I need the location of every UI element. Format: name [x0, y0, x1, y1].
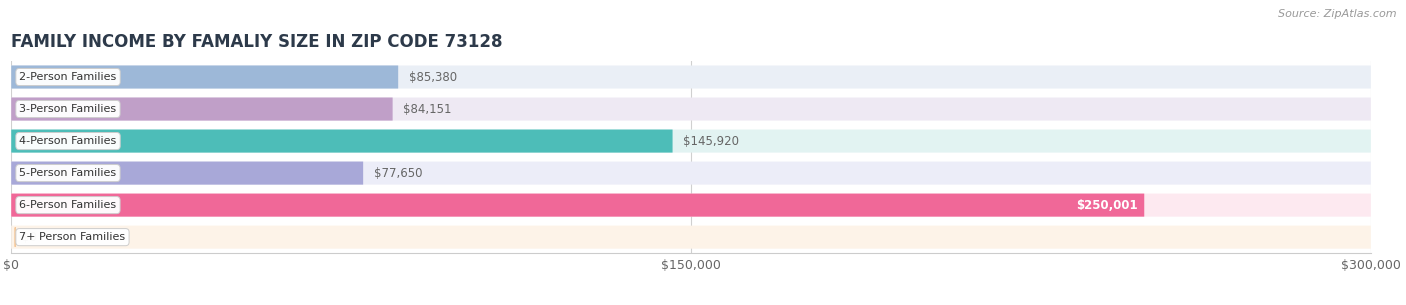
Text: FAMILY INCOME BY FAMALIY SIZE IN ZIP CODE 73128: FAMILY INCOME BY FAMALIY SIZE IN ZIP COD… — [11, 33, 503, 51]
FancyBboxPatch shape — [11, 130, 1371, 152]
Text: $0: $0 — [22, 231, 37, 244]
Text: $250,001: $250,001 — [1076, 199, 1137, 212]
FancyBboxPatch shape — [11, 162, 363, 185]
Text: 3-Person Families: 3-Person Families — [20, 104, 117, 114]
FancyBboxPatch shape — [11, 98, 1371, 120]
FancyBboxPatch shape — [11, 194, 1144, 217]
Text: $84,151: $84,151 — [404, 102, 451, 116]
Text: $85,380: $85,380 — [409, 70, 457, 84]
Text: 5-Person Families: 5-Person Families — [20, 168, 117, 178]
Text: 6-Person Families: 6-Person Families — [20, 200, 117, 210]
FancyBboxPatch shape — [11, 130, 672, 152]
Text: $77,650: $77,650 — [374, 167, 423, 180]
Text: Source: ZipAtlas.com: Source: ZipAtlas.com — [1278, 9, 1396, 19]
Text: 2-Person Families: 2-Person Families — [20, 72, 117, 82]
Text: 4-Person Families: 4-Person Families — [20, 136, 117, 146]
FancyBboxPatch shape — [11, 226, 1371, 249]
FancyBboxPatch shape — [11, 66, 398, 88]
FancyBboxPatch shape — [11, 66, 1371, 88]
FancyBboxPatch shape — [11, 162, 1371, 185]
Text: 7+ Person Families: 7+ Person Families — [20, 232, 125, 242]
Text: $145,920: $145,920 — [683, 135, 740, 148]
FancyBboxPatch shape — [11, 98, 392, 120]
FancyBboxPatch shape — [11, 194, 1371, 217]
